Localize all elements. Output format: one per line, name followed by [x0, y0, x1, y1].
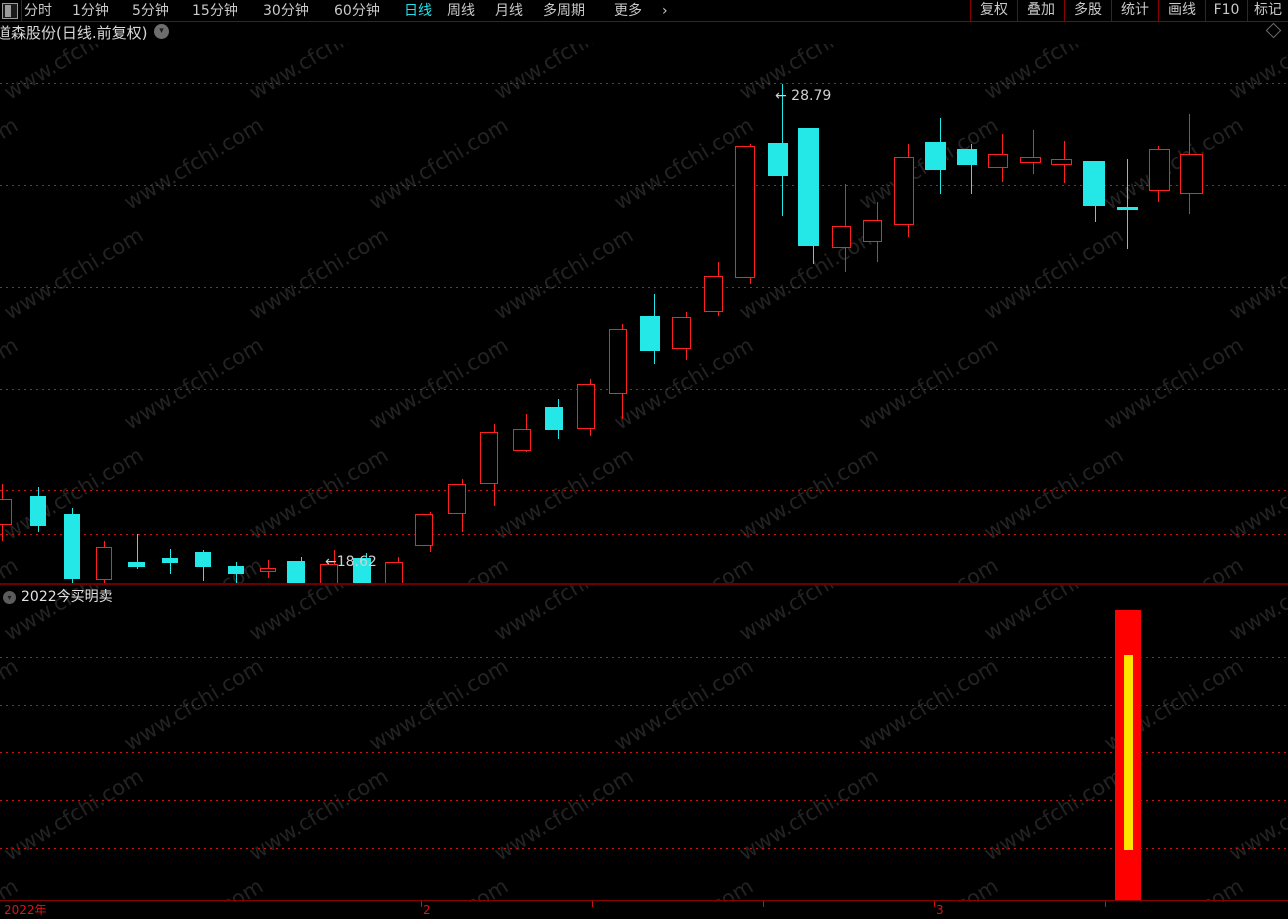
period-button-2[interactable]: 5分钟: [132, 3, 169, 19]
date-axis: 2022年 2 3: [0, 900, 1288, 919]
watermark: www.cfchi.com: [980, 763, 1128, 866]
watermark: www.cfchi.com: [365, 112, 513, 215]
watermark: www.cfchi.com: [245, 222, 393, 325]
period-button-10[interactable]: 更多: [614, 3, 642, 19]
watermark: www.cfchi.com: [490, 585, 638, 646]
watermark: www.cfchi.com: [980, 44, 1128, 105]
toolbar-button-叠加[interactable]: 叠加: [1017, 0, 1064, 22]
period-button-7[interactable]: 周线: [447, 3, 475, 19]
watermark: www.cfchi.com: [735, 763, 883, 866]
watermark: www.cfchi.com: [735, 585, 883, 646]
watermark: www.cfchi.com: [245, 442, 393, 545]
period-button-4[interactable]: 30分钟: [263, 3, 309, 19]
axis-tick: [763, 901, 764, 907]
watermark: www.cfchi.com: [490, 442, 638, 545]
chevron-down-icon[interactable]: ▾: [154, 24, 169, 39]
watermark: www.cfchi.com: [1225, 763, 1288, 866]
watermark: www.cfchi.com: [1225, 442, 1288, 545]
watermark: www.cfchi.com: [855, 553, 1002, 584]
watermark: www.cfchi.com: [855, 332, 1003, 435]
gridline: [0, 490, 1288, 491]
indicator-bar-inner: [1124, 655, 1133, 850]
axis-tick: [421, 901, 422, 907]
toolbar-button-标记[interactable]: 标记: [1247, 0, 1288, 22]
gridline: [0, 657, 1288, 658]
period-button-11[interactable]: ›: [662, 3, 668, 19]
watermark: www.cfchi.com: [0, 332, 23, 435]
watermark: www.cfchi.com: [1100, 332, 1248, 435]
toolbar-button-画线[interactable]: 画线: [1158, 0, 1205, 22]
watermark: www.cfchi.com: [245, 585, 393, 646]
period-button-5[interactable]: 60分钟: [334, 3, 380, 19]
indicator-pane[interactable]: www.cfchi.com www.cfchi.com www.cfchi.com w…: [0, 585, 1288, 902]
gridline: [0, 185, 1288, 186]
toolbar-button-多股[interactable]: 多股: [1064, 0, 1111, 22]
watermark: www.cfchi.com: [120, 112, 268, 215]
watermark: www.cfchi.com: [1225, 222, 1288, 325]
watermark: www.cfchi.com: [490, 763, 638, 866]
price-chart-pane[interactable]: www.cfchi.com www.cfchi.com www.cfchi.com w…: [0, 44, 1288, 584]
watermark: www.cfchi.com: [980, 442, 1128, 545]
axis-tick: [1105, 901, 1106, 907]
toolbar-button-统计[interactable]: 统计: [1111, 0, 1158, 22]
low-price-label: ←18.62: [325, 554, 377, 570]
indicator-title: 2022今买明卖: [21, 589, 113, 605]
period-button-1[interactable]: 1分钟: [72, 3, 109, 19]
gridline: [0, 534, 1288, 535]
watermark: www.cfchi.com: [855, 874, 1002, 902]
toolbar-button-复权[interactable]: 复权: [970, 0, 1017, 22]
watermark: www.cfchi.com: [610, 874, 757, 902]
axis-label-0: 2022年: [4, 903, 47, 917]
toolbar-button-f10[interactable]: F10: [1205, 0, 1247, 22]
gridline: [0, 389, 1288, 390]
watermark: www.cfchi.com: [0, 112, 23, 215]
watermark: www.cfchi.com: [490, 44, 638, 105]
watermark: www.cfchi.com: [0, 763, 148, 866]
period-toolbar: 分时 1分钟 5分钟 15分钟 30分钟 60分钟 日线 周线 月线 多周期 更多 › 复权 叠加 多股统…: [0, 0, 1288, 22]
gridline: [0, 848, 1288, 849]
watermark: www.cfchi.com: [980, 585, 1128, 646]
page-title: 道森股份(日线.前复权): [0, 24, 148, 42]
watermark: www.cfchi.com: [120, 553, 267, 584]
pane-divider: [0, 583, 1288, 585]
axis-label-2: 3: [936, 903, 944, 917]
period-button-3[interactable]: 15分钟: [192, 3, 238, 19]
watermark: www.cfchi.com: [1100, 553, 1247, 584]
watermark: www.cfchi.com: [120, 874, 267, 902]
watermark: www.cfchi.com: [365, 874, 512, 902]
watermark: www.cfchi.com: [0, 553, 22, 584]
axis-tick: [934, 901, 935, 907]
period-button-9[interactable]: 多周期: [543, 3, 585, 19]
watermark: www.cfchi.com: [0, 222, 148, 325]
high-price-label: ← 28.79: [775, 88, 832, 104]
watermark: www.cfchi.com: [0, 874, 22, 902]
watermark: www.cfchi.com: [735, 442, 883, 545]
panel-layout-icon[interactable]: [2, 3, 18, 19]
gridline: [0, 83, 1288, 84]
gridline: [0, 287, 1288, 288]
watermark: www.cfchi.com: [490, 222, 638, 325]
gridline: [0, 752, 1288, 753]
indicator-chevron-down-icon[interactable]: ▾: [3, 591, 16, 604]
watermark: www.cfchi.com: [1100, 112, 1248, 215]
watermark: www.cfchi.com: [0, 44, 148, 105]
axis-tick: [592, 901, 593, 907]
axis-label-1: 2: [423, 903, 431, 917]
period-button-6[interactable]: 日线: [404, 3, 432, 19]
gridline: [0, 705, 1288, 706]
watermark: www.cfchi.com: [980, 222, 1128, 325]
period-button-0[interactable]: 分时: [24, 3, 52, 19]
watermark: www.cfchi.com: [1225, 585, 1288, 646]
watermark: www.cfchi.com: [365, 332, 513, 435]
stock-title-row: 道森股份(日线.前复权): [0, 22, 1288, 44]
watermark: www.cfchi.com: [1225, 44, 1288, 105]
period-button-8[interactable]: 月线: [495, 3, 523, 19]
gridline: [0, 800, 1288, 801]
watermark: www.cfchi.com: [120, 332, 268, 435]
watermark: www.cfchi.com: [610, 553, 757, 584]
watermark: www.cfchi.com: [245, 44, 393, 105]
watermark: www.cfchi.com: [245, 763, 393, 866]
